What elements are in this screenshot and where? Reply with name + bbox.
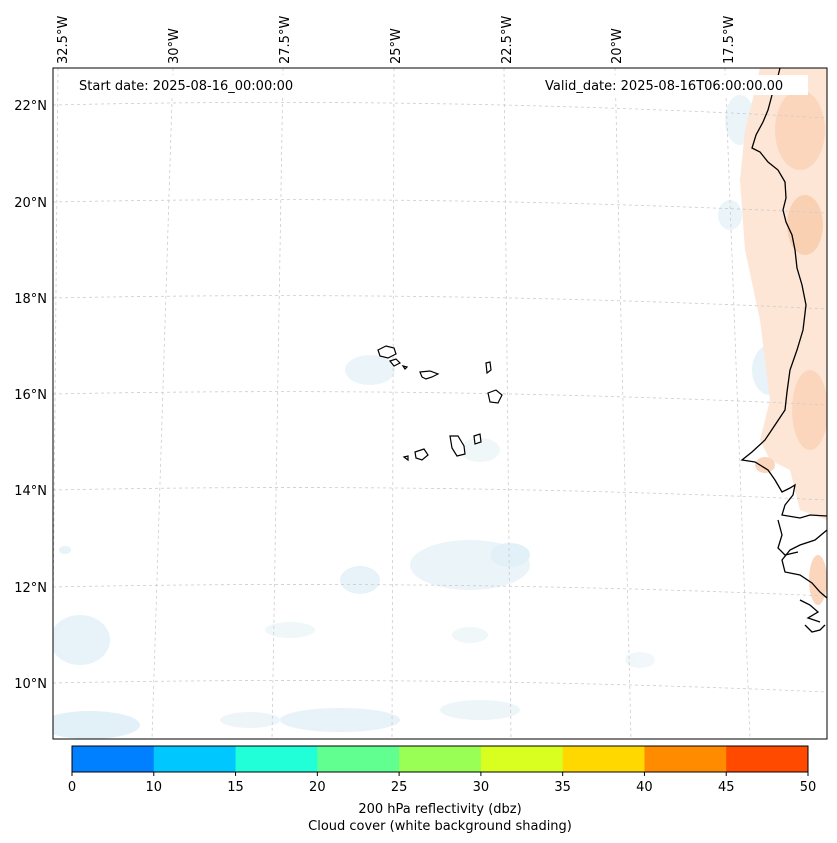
island-santa-luzia: [401, 365, 409, 370]
lat-label: 22°N: [14, 99, 47, 114]
island-sal: [485, 361, 492, 375]
coastlines: [740, 68, 827, 633]
latitude-labels: 22°N 20°N 18°N 16°N 14°N 12°N 10°N: [14, 99, 47, 692]
colorbar-segment: [317, 746, 400, 772]
colorbar-segment: [644, 746, 727, 772]
colorbar-title: 200 hPa reflectivity (dbz): [358, 802, 521, 817]
colorbar-tick-label: 0: [68, 780, 76, 795]
colorbar-tick-label: 45: [718, 780, 735, 795]
lon-label: 30°W: [167, 28, 182, 64]
longitude-labels: 32.5°W 30°W 27.5°W 25°W 22.5°W 20°W 17.5…: [56, 16, 737, 64]
reflectivity-shading: [740, 68, 827, 605]
island-maio: [473, 433, 482, 445]
colorbar-border: [71, 745, 809, 773]
island-sao-nicolau: [419, 370, 440, 380]
colorbar-tick-label: 30: [473, 780, 490, 795]
valid-date-box: [540, 75, 808, 95]
colorbar-tick-label: 40: [636, 780, 653, 795]
colorbar-subtitle: Cloud cover (white background shading): [308, 819, 572, 834]
colorbar-tick-label: 10: [146, 780, 163, 795]
island-santo-antao: [377, 345, 397, 359]
map-area: [53, 68, 827, 739]
cape-verde-islands: [377, 345, 503, 462]
valid-date-label: Valid_date: 2025-08-16T06:00:00.00: [545, 79, 783, 94]
lon-label: 20°W: [610, 28, 625, 64]
guinea-coastline: [781, 529, 827, 599]
start-date-label: Start date: 2025-08-16_00:00:00: [79, 79, 293, 94]
african-coastline: [740, 68, 827, 519]
island-sao-vicente: [388, 358, 402, 367]
lat-label: 16°N: [14, 388, 47, 403]
lon-label: 27.5°W: [278, 16, 293, 64]
colorbar-segment: [480, 746, 564, 772]
lat-label: 20°N: [14, 196, 47, 211]
lat-label: 12°N: [14, 581, 47, 596]
colorbar-segment: [562, 746, 645, 772]
colorbar-segment: [399, 746, 482, 772]
island-boa-vista: [487, 389, 503, 404]
lon-label: 22.5°W: [500, 16, 515, 64]
colorbar-segment: [235, 746, 318, 772]
colorbar-tick-label: 25: [391, 780, 408, 795]
map-frame: [52, 67, 828, 740]
lat-label: 18°N: [14, 292, 47, 307]
lon-label: 17.5°W: [722, 16, 737, 64]
cloud-cover-shading: [53, 95, 788, 739]
island-brava: [402, 455, 409, 462]
island-fogo: [414, 448, 429, 461]
island-santiago: [449, 435, 466, 457]
lon-label: 32.5°W: [56, 16, 71, 64]
colorbar-segment: [153, 746, 237, 772]
start-date-box: [72, 75, 312, 95]
gridlines: [53, 68, 827, 739]
lat-label: 14°N: [14, 484, 47, 499]
colorbar-tick-label: 50: [800, 780, 817, 795]
colorbar: 0 10 15 20 25 30 35 40 45 50: [68, 745, 817, 795]
colorbar-segment: [726, 746, 809, 772]
lon-label: 25°W: [389, 28, 404, 64]
colorbar-tick-label: 20: [309, 780, 326, 795]
map-content: [53, 68, 827, 739]
colorbar-tick-label: 35: [554, 780, 571, 795]
colorbar-tick-label: 15: [227, 780, 244, 795]
colorbar-segment: [72, 746, 155, 772]
lat-label: 10°N: [14, 677, 47, 692]
